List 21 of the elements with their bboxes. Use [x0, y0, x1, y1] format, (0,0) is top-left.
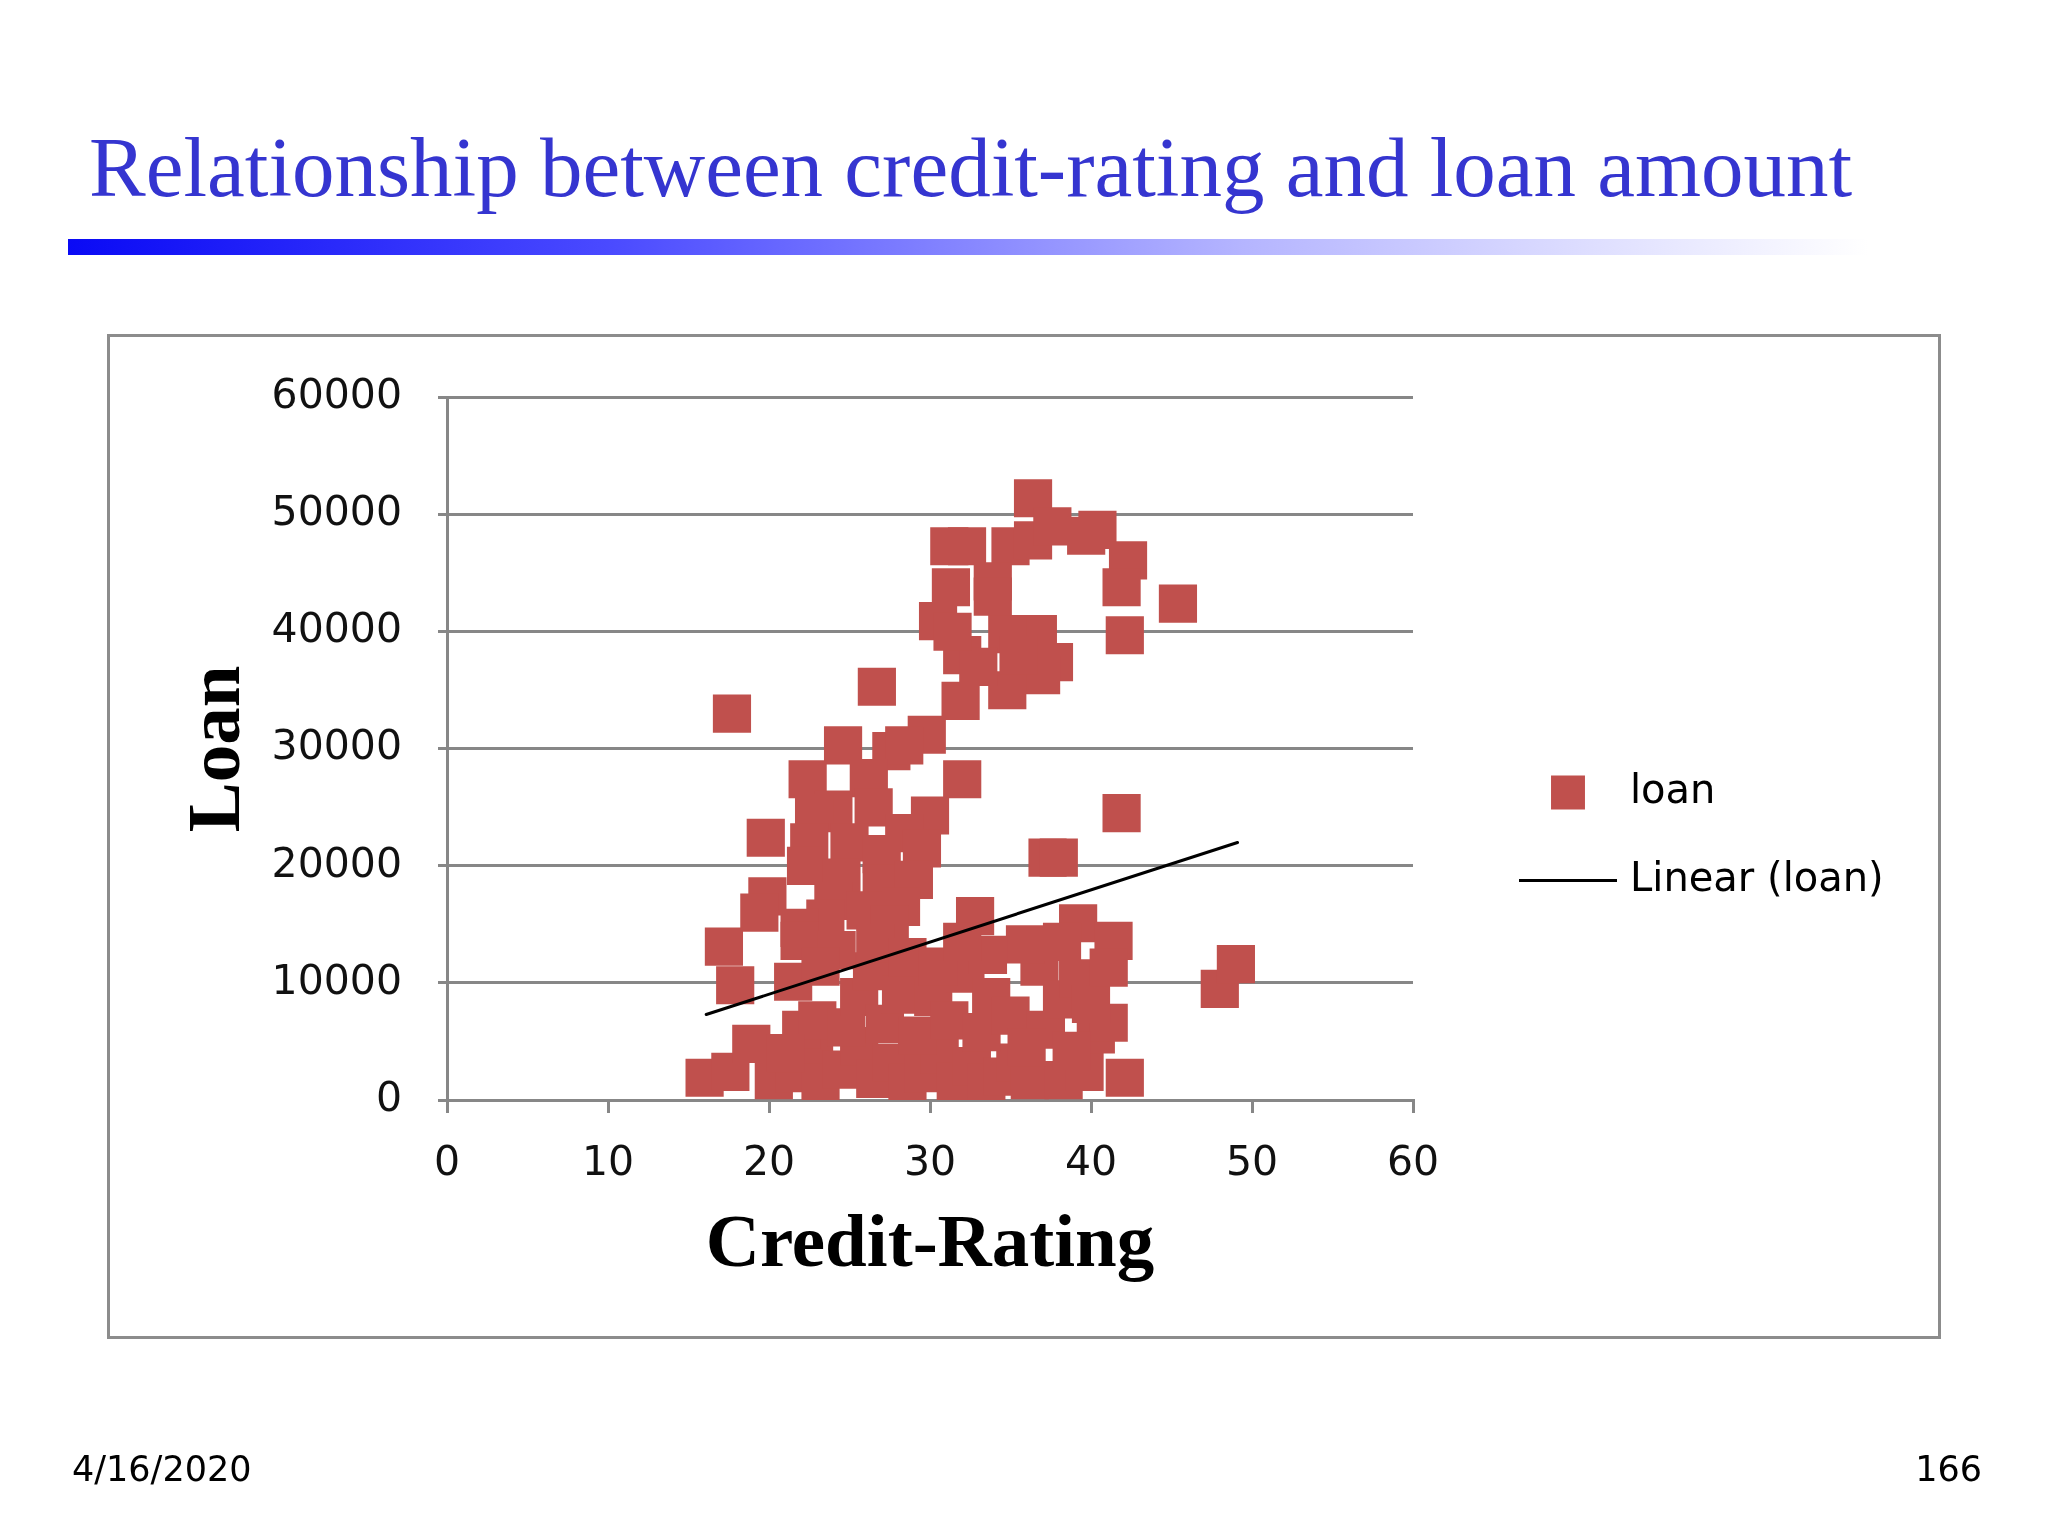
y-axis-title: Loan: [172, 665, 256, 833]
y-tick-label: 60000: [271, 370, 402, 419]
text: 4/16/2020: [72, 1448, 252, 1491]
legend-label: Linear (loan): [1630, 853, 1884, 900]
x-tick-label: 20: [742, 1137, 796, 1186]
x-tick-label: 30: [903, 1137, 957, 1186]
y-tick-label: 50000: [271, 487, 402, 536]
x-tick-label: 40: [1064, 1137, 1118, 1186]
y-tick-label: 30000: [271, 721, 402, 770]
legend-label: loan: [1630, 765, 1716, 812]
x-axis-title: Credit-Rating: [705, 1199, 1155, 1283]
x-tick-label: 60: [1386, 1137, 1440, 1186]
y-tick-label: 10000: [271, 955, 402, 1004]
y-tick-label: 20000: [271, 838, 402, 887]
y-tick-label: 40000: [271, 604, 402, 653]
x-tick-label: 50: [1225, 1137, 1279, 1186]
text: 166: [1915, 1448, 1982, 1491]
x-tick-label: 10: [581, 1137, 635, 1186]
chart-title: Relationship between credit-rating and loan amount: [89, 120, 1853, 214]
x-tick-label: 0: [433, 1137, 461, 1186]
y-tick-label: 0: [375, 1072, 402, 1121]
